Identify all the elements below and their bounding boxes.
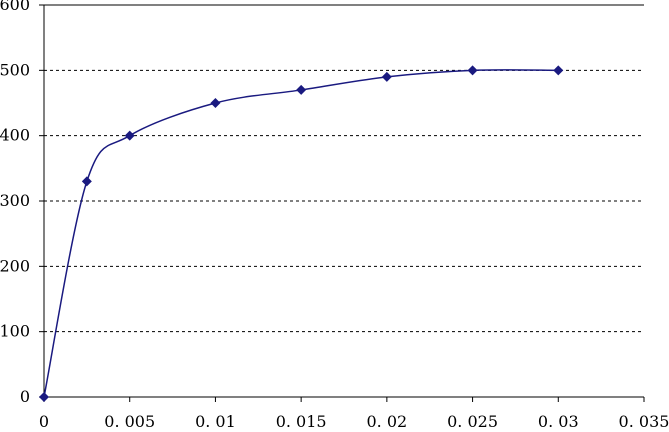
y-tick-label: 300 [0,191,30,210]
data-point [39,392,49,402]
data-series [39,65,564,402]
y-tick-label: 100 [0,322,30,341]
data-point [81,176,92,187]
x-tick-label: 0 [39,412,49,431]
x-tick-label: 0. 025 [447,412,498,431]
data-point [210,98,221,108]
data-point [381,71,392,82]
x-tick-label: 0. 03 [538,412,579,431]
data-point [553,65,564,76]
data-point [296,84,307,95]
x-tick-label: 0. 035 [619,412,669,431]
y-tick-label: 400 [0,126,30,145]
x-tick-label: 0. 02 [366,412,407,431]
x-tick-label: 0. 005 [104,412,155,431]
data-point [124,130,135,141]
data-point [467,65,478,76]
y-tick-label: 0 [20,387,30,406]
x-tick-label: 0. 015 [276,412,327,431]
x-tick-label: 0. 01 [195,412,236,431]
series-line [43,69,559,398]
y-tick-label: 200 [0,256,30,275]
y-tick-label: 600 [0,0,30,14]
gridlines [44,69,644,333]
y-tick-label: 500 [0,60,30,79]
